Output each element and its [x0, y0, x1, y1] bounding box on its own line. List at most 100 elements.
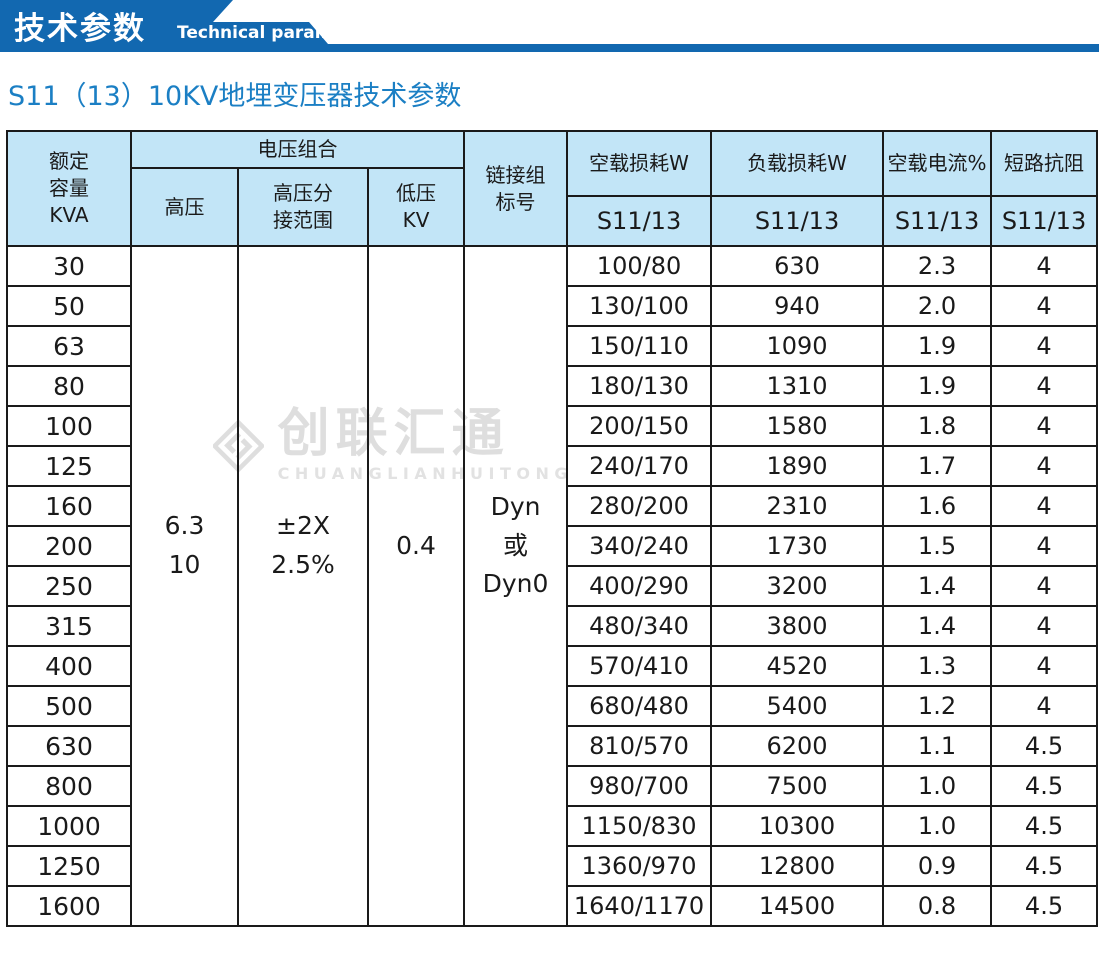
- header-voltage-group: 电压组合: [129, 130, 466, 169]
- table-row: 400 570/410 4520 1.3 4: [6, 645, 1099, 687]
- cell-current: 0.9: [882, 845, 993, 887]
- table-row: 630 810/570 6200 1.1 4.5: [6, 725, 1099, 767]
- table-row: 125 240/170 1890 1.7 4: [6, 445, 1099, 487]
- cell-current: 1.1: [882, 725, 993, 767]
- header-row-2: 高压 高压分 接范围 低压 KV: [7, 167, 1097, 247]
- table-row: 50 130/100 940 2.0 4: [6, 285, 1099, 327]
- cell-impedance: 4: [990, 245, 1099, 287]
- banner-title: 技术参数: [14, 11, 146, 47]
- cell-noload: 240/170: [566, 445, 713, 487]
- cell-kva: 125: [6, 445, 132, 487]
- table-row: 1600 1640/1170 14500 0.8 4.5: [6, 885, 1099, 927]
- subheader-impedance: S11/13: [990, 195, 1099, 247]
- cell-kva: 400: [6, 645, 132, 687]
- cell-kva: 160: [6, 485, 132, 527]
- cell-noload: 1150/830: [566, 805, 713, 847]
- cell-kva: 250: [6, 565, 132, 607]
- cell-current: 2.3: [882, 245, 993, 287]
- cell-load: 1090: [710, 325, 885, 367]
- cell-noload: 200/150: [566, 405, 713, 447]
- spec-table: 额定 容量 KVA 电压组合 链接组 标号 空载损耗W 负载损耗W 空载电流% …: [6, 130, 1099, 927]
- cell-load: 940: [710, 285, 885, 327]
- cell-impedance: 4.5: [990, 765, 1099, 807]
- cell-kva: 1600: [6, 885, 132, 927]
- subheader-current: S11/13: [882, 195, 993, 247]
- cell-load: 3800: [710, 605, 885, 647]
- cell-load: 630: [710, 245, 885, 287]
- table-row: 160 280/200 2310 1.6 4: [6, 485, 1099, 527]
- cell-load: 2310: [710, 485, 885, 527]
- cell-kva: 63: [6, 325, 132, 367]
- cell-load: 5400: [710, 685, 885, 727]
- cell-noload: 340/240: [566, 525, 713, 567]
- cell-lv-merged: 0.4: [366, 245, 466, 927]
- header-lv: 低压 KV: [366, 167, 466, 247]
- cell-kva: 30: [6, 245, 132, 287]
- cell-current: 1.8: [882, 405, 993, 447]
- cell-kva: 1250: [6, 845, 132, 887]
- cell-impedance: 4.5: [990, 805, 1099, 847]
- banner-subtitle: Technical parameter: [177, 23, 373, 43]
- cell-noload: 180/130: [566, 365, 713, 407]
- cell-noload: 480/340: [566, 605, 713, 647]
- table-row: 315 480/340 3800 1.4 4: [6, 605, 1099, 647]
- cell-kva: 200: [6, 525, 132, 567]
- cell-impedance: 4: [990, 445, 1099, 487]
- table-row: 500 680/480 5400 1.2 4: [6, 685, 1099, 727]
- cell-noload: 130/100: [566, 285, 713, 327]
- cell-noload: 810/570: [566, 725, 713, 767]
- header-kva: 额定 容量 KVA: [6, 130, 132, 247]
- cell-noload: 280/200: [566, 485, 713, 527]
- cell-current: 1.9: [882, 325, 993, 367]
- cell-noload: 1640/1170: [566, 885, 713, 927]
- cell-current: 1.3: [882, 645, 993, 687]
- cell-current: 0.8: [882, 885, 993, 927]
- cell-impedance: 4: [990, 325, 1099, 367]
- cell-load: 4520: [710, 645, 885, 687]
- header-noload-current: 空载电流%: [882, 130, 993, 197]
- cell-current: 1.2: [882, 685, 993, 727]
- table-row: 1000 1150/830 10300 1.0 4.5: [6, 805, 1099, 847]
- page-title: S11（13）10KV地埋变压器技术参数: [8, 81, 462, 112]
- cell-impedance: 4.5: [990, 845, 1099, 887]
- cell-noload: 400/290: [566, 565, 713, 607]
- cell-noload: 570/410: [566, 645, 713, 687]
- table-row: 80 180/130 1310 1.9 4: [6, 365, 1099, 407]
- cell-kva: 100: [6, 405, 132, 447]
- table-row: 63 150/110 1090 1.9 4: [6, 325, 1099, 367]
- cell-load: 12800: [710, 845, 885, 887]
- cell-impedance: 4: [990, 485, 1099, 527]
- cell-kva: 50: [6, 285, 132, 327]
- header-row-1: 额定 容量 KVA 电压组合 链接组 标号 空载损耗W 负载损耗W 空载电流% …: [6, 130, 1099, 247]
- cell-noload: 980/700: [566, 765, 713, 807]
- table-row: 800 980/700 7500 1.0 4.5: [6, 765, 1099, 807]
- cell-load: 1580: [710, 405, 885, 447]
- subheader-noload: S11/13: [566, 195, 713, 247]
- cell-current: 1.4: [882, 565, 993, 607]
- table-row: 1250 1360/970 12800 0.9 4.5: [6, 845, 1099, 887]
- cell-current: 1.6: [882, 485, 993, 527]
- cell-kva: 500: [6, 685, 132, 727]
- header-load-loss: 负载损耗W: [710, 130, 885, 197]
- cell-kva: 800: [6, 765, 132, 807]
- header-tap-range: 高压分 接范围: [237, 167, 369, 247]
- cell-impedance: 4: [990, 525, 1099, 567]
- cell-load: 7500: [710, 765, 885, 807]
- cell-kva: 80: [6, 365, 132, 407]
- table-row: 30 6.3 10 ±2X 2.5% 0.4 Dyn 或 Dyn0 100/80…: [6, 245, 1099, 927]
- cell-load: 14500: [710, 885, 885, 927]
- cell-kva: 1000: [6, 805, 132, 847]
- cell-noload: 1360/970: [566, 845, 713, 887]
- cell-impedance: 4: [990, 405, 1099, 447]
- cell-tap-merged: ±2X 2.5%: [237, 245, 369, 927]
- cell-impedance: 4: [990, 565, 1099, 607]
- cell-impedance: 4: [990, 645, 1099, 687]
- cell-noload: 680/480: [566, 685, 713, 727]
- header-hv: 高压: [130, 167, 239, 247]
- cell-current: 1.0: [882, 765, 993, 807]
- cell-current: 1.7: [882, 445, 993, 487]
- table-row: 100 200/150 1580 1.8 4: [6, 405, 1099, 447]
- header-row-3: S11/13 S11/13 S11/13 S11/13: [7, 195, 1099, 247]
- header-vector-group: 链接组 标号: [463, 130, 569, 247]
- cell-noload: 150/110: [566, 325, 713, 367]
